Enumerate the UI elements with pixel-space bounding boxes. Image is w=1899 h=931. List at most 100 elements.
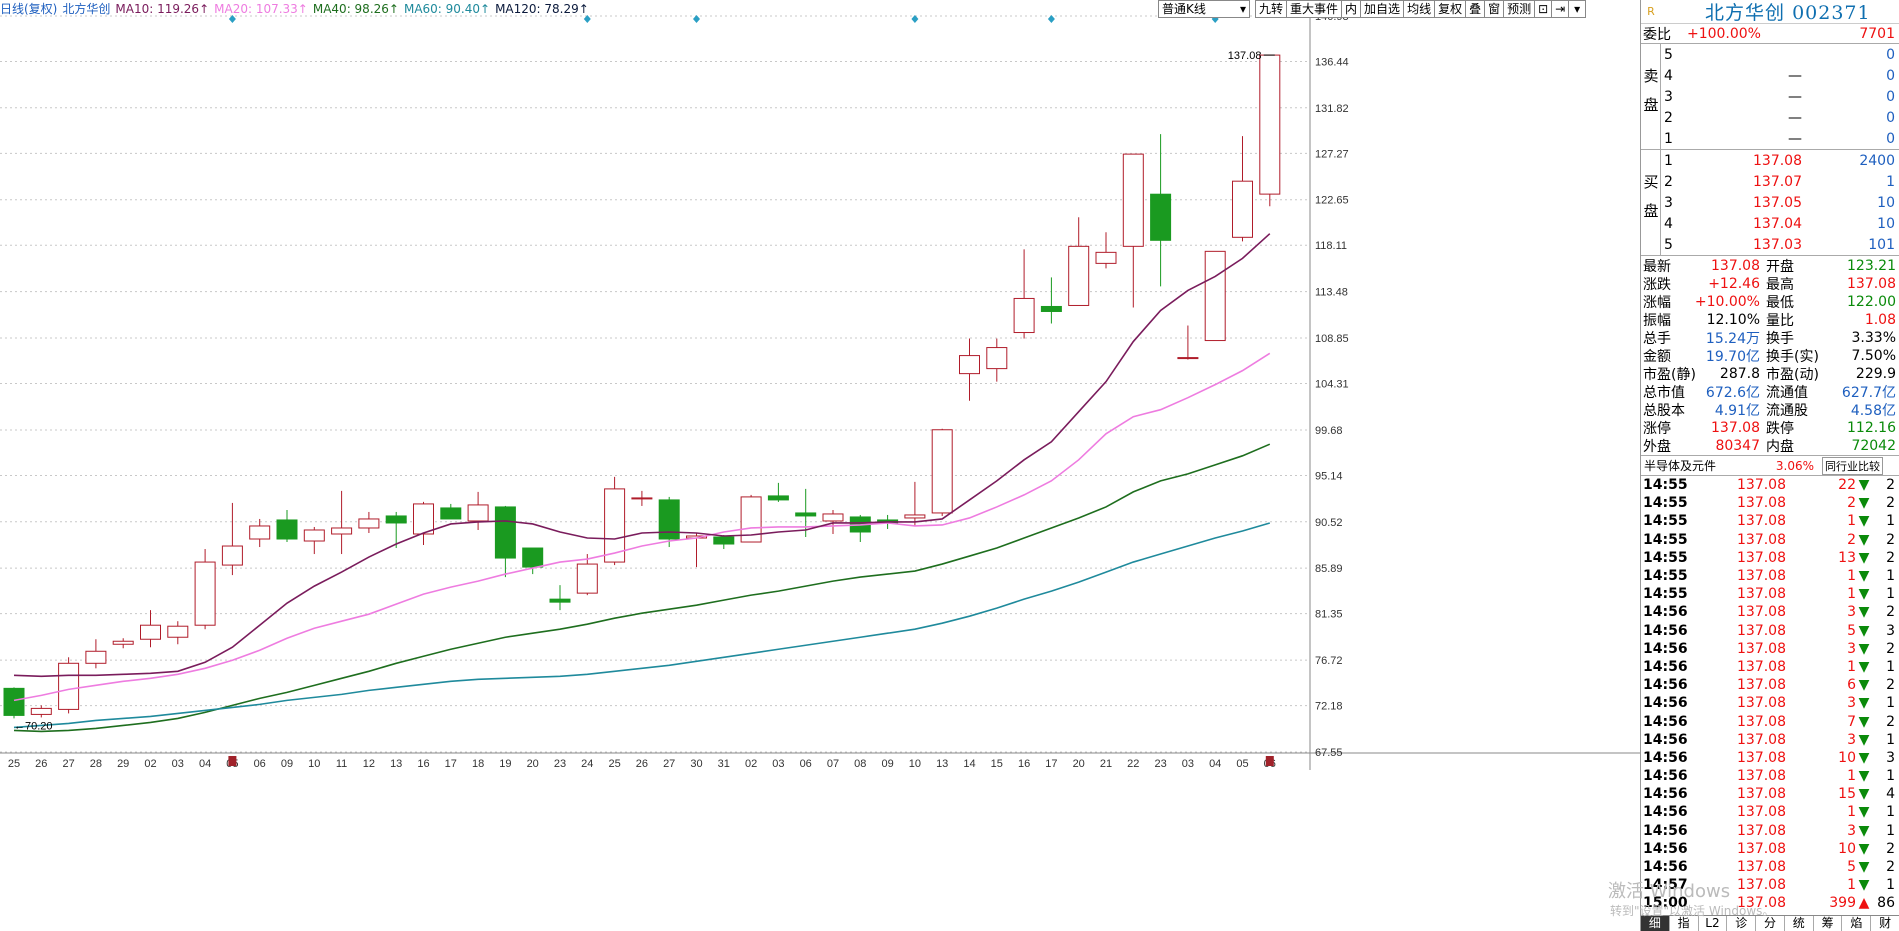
bottom-tab[interactable]: 筹: [1814, 916, 1843, 931]
forecast-button[interactable]: 预测: [1503, 0, 1536, 18]
tick-price: 137.08: [1737, 622, 1786, 639]
buy-level-row[interactable]: 3 137.05 10: [1661, 192, 1899, 213]
candle-body: [1259, 54, 1281, 195]
period-label[interactable]: 日线(复权): [0, 2, 58, 16]
quote-value: 137.08: [1847, 276, 1896, 292]
arrow-down-icon: ▼: [1858, 658, 1870, 675]
bottom-tab[interactable]: 诊: [1727, 916, 1757, 931]
quote-key: 流通值: [1766, 385, 1808, 401]
overlay-button[interactable]: 叠: [1465, 0, 1486, 18]
tick-volume: 2: [1847, 531, 1856, 548]
tick-time: 14:56: [1643, 768, 1688, 785]
tick-time: 14:56: [1643, 677, 1688, 694]
quote-value: 4.91亿: [1714, 403, 1760, 419]
quote-value: 672.6亿: [1705, 385, 1760, 401]
sell-level-row[interactable]: 1 — 0: [1661, 128, 1899, 149]
tick-price: 137.08: [1737, 604, 1786, 621]
candle-body: [522, 547, 544, 568]
x-tick-label: 12: [363, 758, 375, 770]
arrow-down-icon: ▼: [1858, 531, 1870, 548]
candle-body: [440, 507, 462, 520]
tick-count: 1: [1886, 822, 1895, 839]
candle-body: [904, 514, 926, 519]
bottom-tabs: 细指 L2 诊分统筹焰财: [1641, 915, 1899, 931]
bottom-tab[interactable]: 财: [1871, 916, 1899, 931]
tick-row: 14:56 137.08 1 ▼ 1: [1641, 803, 1899, 821]
inner-button[interactable]: 内: [1341, 0, 1362, 18]
major-events-button[interactable]: 重大事件: [1286, 0, 1343, 18]
ma-button[interactable]: 均线: [1403, 0, 1436, 18]
y-tick-label: 76.72: [1315, 655, 1343, 667]
event-marker-icon: [693, 15, 700, 23]
sector-name[interactable]: 半导体及元件: [1644, 459, 1717, 473]
lock-icon[interactable]: ⊡: [1534, 0, 1553, 18]
buy-level-row[interactable]: 5 137.03 101: [1661, 234, 1899, 255]
quote-value: 122.00: [1847, 294, 1896, 310]
bottom-tab[interactable]: 细: [1641, 916, 1670, 931]
level-number: 1: [1664, 130, 1673, 147]
level-volume: 2400: [1859, 152, 1895, 169]
adjust-button[interactable]: 复权: [1434, 0, 1467, 18]
quote-row: 总股本 4.91亿 流通股 4.58亿: [1641, 401, 1899, 419]
tick-price: 137.08: [1737, 749, 1786, 766]
x-tick-label: 26: [636, 758, 648, 770]
level-price: —: [1788, 67, 1802, 84]
sell-level-row[interactable]: 4 — 0: [1661, 65, 1899, 86]
tick-price: 137.08: [1737, 640, 1786, 657]
tick-time: 14:55: [1643, 568, 1688, 585]
tick-time: 14:55: [1643, 531, 1688, 548]
x-tick-label: 06: [254, 758, 266, 770]
quote-key: 总手: [1643, 331, 1671, 347]
level-price: 137.08: [1753, 152, 1802, 169]
level-volume: 0: [1886, 46, 1895, 63]
ma10-legend: MA10: 119.26↑: [115, 2, 210, 16]
tick-count: 1: [1886, 658, 1895, 675]
sell-level-row[interactable]: 2 — 0: [1661, 107, 1899, 128]
kline-type-select[interactable]: 普通K线 ▾: [1158, 0, 1250, 18]
dropdown-icon[interactable]: ▾: [1568, 0, 1587, 18]
jiuzhuan-button[interactable]: 九转: [1255, 0, 1288, 18]
bottom-tab[interactable]: L2: [1699, 916, 1728, 931]
limit-up-flag-icon: [1265, 756, 1274, 766]
tick-volume: 10: [1838, 749, 1856, 766]
tick-row: 14:56 137.08 3 ▼ 2: [1641, 603, 1899, 621]
sector-compare-button[interactable]: 同行业比较: [1822, 456, 1883, 475]
tick-time: 15:00: [1643, 895, 1688, 912]
buy-level-row[interactable]: 1 137.08 2400: [1661, 150, 1899, 171]
activate-windows-title: 激活 Windows: [1608, 881, 1731, 902]
candle-body: [549, 598, 571, 603]
event-marker-icon: [583, 15, 591, 23]
kline-chart[interactable]: 140.98136.44131.82127.27122.65118.11113.…: [0, 0, 1640, 931]
stock-name-text: 北方华创: [1705, 2, 1786, 24]
quote-value: 137.08: [1711, 258, 1760, 274]
y-tick-label: 85.89: [1315, 563, 1343, 575]
bottom-tab[interactable]: 分: [1756, 916, 1785, 931]
sell-level-row[interactable]: 5 0: [1661, 44, 1899, 65]
quote-row: 涨停 137.08 跌停 112.16: [1641, 419, 1899, 437]
bottom-tab[interactable]: 指: [1670, 916, 1699, 931]
weibi-value: +100.00%: [1686, 25, 1761, 42]
tick-time: 14:56: [1643, 713, 1688, 730]
quote-key: 换手: [1766, 331, 1794, 347]
high-price-label: 137.08: [1228, 50, 1262, 62]
arrow-down-icon: ▼: [1858, 604, 1870, 621]
collapse-icon[interactable]: ⇥: [1551, 0, 1570, 18]
y-tick-label: 67.55: [1315, 747, 1343, 759]
add-watchlist-button[interactable]: 加自选: [1360, 0, 1405, 18]
candle-body: [1177, 357, 1199, 360]
tick-price: 137.08: [1737, 677, 1786, 694]
buy-level-row[interactable]: 2 137.07 1: [1661, 171, 1899, 192]
bottom-tab[interactable]: 焰: [1842, 916, 1872, 931]
candle-body: [494, 506, 516, 559]
bottom-tab[interactable]: 统: [1785, 916, 1814, 931]
sell-level-row[interactable]: 3 — 0: [1661, 86, 1899, 107]
window-button[interactable]: 窗: [1484, 0, 1505, 18]
x-tick-label: 10: [308, 758, 320, 770]
kline-chart-panel[interactable]: 140.98136.44131.82127.27122.65118.11113.…: [0, 0, 1640, 931]
event-flag-icon: [228, 756, 237, 766]
quote-row: 涨幅 +10.00% 最低 122.00: [1641, 293, 1899, 311]
tick-row: 14:56 137.08 15 ▼ 4: [1641, 785, 1899, 803]
tick-row: 14:56 137.08 10 ▼ 2: [1641, 840, 1899, 858]
buy-level-row[interactable]: 4 137.04 10: [1661, 213, 1899, 234]
tick-list[interactable]: 14:55 137.08 22 ▼ 2 14:55 137.08 2 ▼ 2 14:55…: [1641, 476, 1899, 913]
